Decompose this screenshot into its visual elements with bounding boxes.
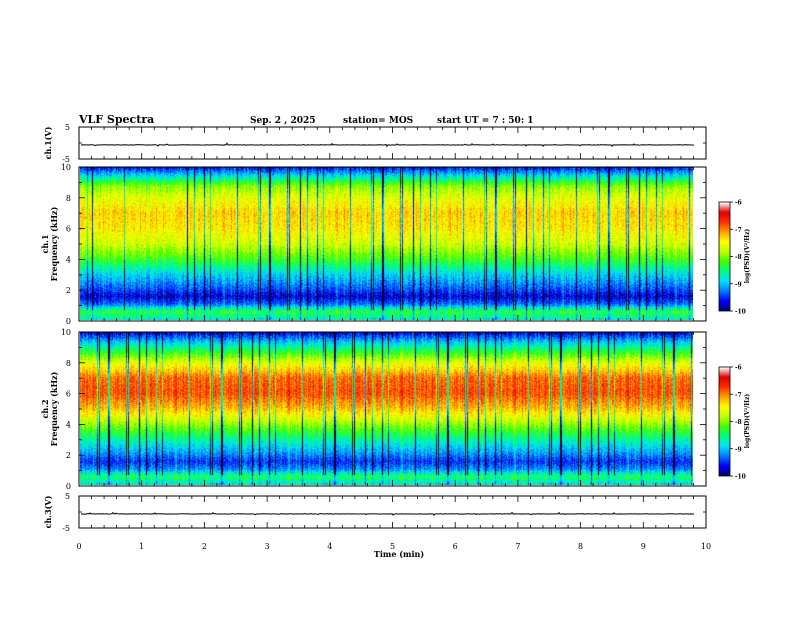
frequency-tick-label: 10 — [61, 163, 71, 172]
ch1-colorbar-label: log(PSD)(V²/Hz) — [744, 229, 751, 284]
colorbar-tick-label: -10 — [735, 474, 746, 481]
x-tick-label: 6 — [453, 542, 458, 551]
ch1-waveform-trace — [80, 142, 695, 148]
ch1-waveform-ticks — [78, 126, 707, 160]
x-tick-label: 5 — [390, 542, 395, 551]
x-tick-label: 8 — [578, 542, 583, 551]
frequency-tick-label: 10 — [61, 328, 71, 337]
ch3-waveform-ytick-bottom: -5 — [62, 524, 70, 533]
colorbar-tick-label: -8 — [735, 419, 742, 426]
ch3-waveform-ylabel: ch.3(V) — [43, 495, 53, 528]
ch1-spectrogram-image-holder — [80, 167, 693, 320]
ch1-waveform-panel: 5 -5 ch.1(V) — [43, 123, 707, 164]
ch2-colorbar: -6 -7 -8 -9 -10 log(PSD)(V²/Hz) — [718, 365, 751, 481]
frequency-tick-label: 6 — [66, 390, 71, 399]
colorbar-tick-label: -7 — [735, 392, 742, 399]
header-start-time: start UT = 7 : 50: 1 — [437, 116, 534, 126]
frequency-tick-label: 6 — [66, 225, 71, 234]
frequency-tick-label: 2 — [66, 451, 71, 460]
ch2-colorbar-ticks: -6 -7 -8 -9 -10 — [730, 365, 746, 481]
x-tick-label: 1 — [139, 542, 144, 551]
x-tick-label: 4 — [327, 542, 332, 551]
ch3-waveform-ytick-top: 5 — [65, 492, 70, 501]
frequency-tick-label: 2 — [66, 286, 71, 295]
colorbar-tick-label: -10 — [735, 309, 746, 316]
ch3-waveform-ticks — [78, 495, 707, 529]
ch1-spectrogram-yticklabels: 0 2 4 6 8 10 — [61, 163, 71, 326]
x-tick-label: 9 — [641, 542, 646, 551]
x-tick-label: 3 — [265, 542, 270, 551]
x-tick-label: 10 — [701, 542, 711, 551]
x-tick-label: 7 — [515, 542, 520, 551]
figure-title: VLF Spectra — [78, 113, 154, 126]
ch2-spectrogram-ticks — [78, 331, 707, 487]
x-axis-tick-labels: 0 1 2 3 4 5 6 7 8 9 10 — [76, 542, 711, 551]
header-station: station= MOS — [343, 116, 413, 126]
colorbar-tick-label: -9 — [735, 281, 742, 288]
ch2-spectrogram-image-holder — [80, 332, 693, 485]
ch1-waveform-ytick-top: 5 — [65, 123, 70, 132]
frequency-tick-label: 4 — [66, 255, 71, 264]
ch1-colorbar: -6 -7 -8 -9 -10 log(PSD)(V²/Hz) — [718, 200, 751, 316]
x-tick-label: 0 — [76, 542, 81, 551]
frequency-tick-label: 8 — [66, 194, 71, 203]
frequency-tick-label: 0 — [66, 482, 71, 491]
header-date: Sep. 2 , 2025 — [250, 116, 316, 126]
ch2-spectrogram-image — [80, 332, 693, 485]
ch2-spectrogram-panel: 0 2 4 6 8 10 ch.2 Frequency (kHz) — [40, 328, 707, 491]
ch1-spectrogram-ticks — [78, 166, 707, 322]
ch1-colorbar-ticks: -6 -7 -8 -9 -10 — [730, 200, 746, 316]
x-axis-label: Time (min) — [374, 549, 424, 559]
ch1-colorbar-image — [719, 202, 730, 311]
colorbar-tick-label: -6 — [735, 200, 742, 207]
ch1-spectrogram-panel: 0 2 4 6 8 10 ch.1 Frequency (kHz) — [40, 163, 707, 326]
ch1-colorbar-image-holder — [719, 202, 730, 311]
ch3-waveform-panel: 5 -5 ch.3(V) — [43, 492, 707, 533]
x-tick-label: 2 — [202, 542, 207, 551]
colorbar-tick-label: -7 — [735, 227, 742, 234]
ch2-spectrogram-ylabel-frequency: Frequency (kHz) — [49, 371, 59, 446]
ch2-spectrogram-yticklabels: 0 2 4 6 8 10 — [61, 328, 71, 491]
frequency-tick-label: 8 — [66, 359, 71, 368]
ch1-spectrogram-ylabel-channel: ch.1 — [40, 234, 50, 253]
ch2-colorbar-image — [719, 367, 730, 476]
ch1-waveform-ytick-bottom: -5 — [62, 155, 70, 164]
ch2-spectrogram-ylabel-channel: ch.2 — [40, 399, 50, 418]
frequency-tick-label: 4 — [66, 420, 71, 429]
ch2-colorbar-image-holder — [719, 367, 730, 476]
ch1-waveform-ylabel: ch.1(V) — [43, 126, 53, 159]
colorbar-tick-label: -8 — [735, 254, 742, 261]
colorbar-tick-label: -6 — [735, 365, 742, 372]
frequency-tick-label: 0 — [66, 317, 71, 326]
ch3-waveform-trace — [80, 511, 695, 516]
ch2-colorbar-label: log(PSD)(V²/Hz) — [744, 394, 751, 449]
ch1-spectrogram-ylabel-frequency: Frequency (kHz) — [49, 206, 59, 281]
ch1-spectrogram-image — [80, 167, 693, 320]
colorbar-tick-label: -9 — [735, 446, 742, 453]
